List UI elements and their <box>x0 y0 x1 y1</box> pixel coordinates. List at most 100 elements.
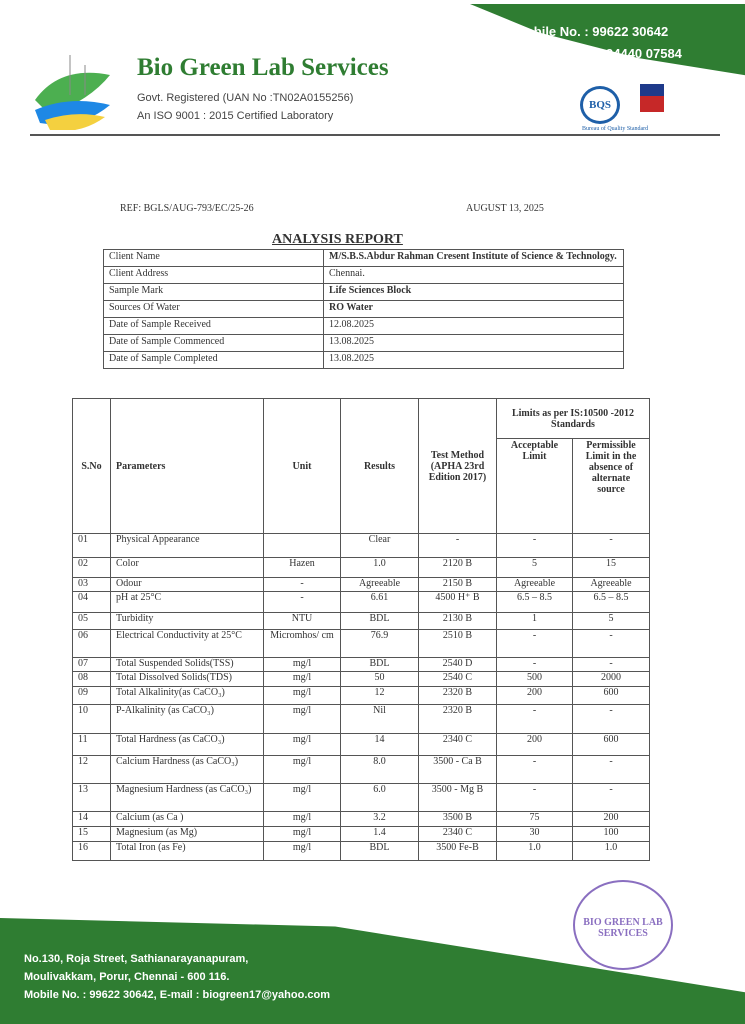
client-value: M/S.B.S.Abdur Rahman Cresent Institute o… <box>323 249 624 267</box>
asqs-logo <box>640 84 664 124</box>
col-param: Parameters <box>110 398 264 534</box>
cell: - <box>496 657 573 672</box>
registration: Govt. Registered (UAN No :TN02A0155256) <box>137 92 354 104</box>
cell: 2510 B <box>418 629 497 658</box>
col-unit: Unit <box>263 398 341 534</box>
cell: mg/l <box>263 657 341 672</box>
bqs-logo: BQS <box>580 86 620 124</box>
cell: 09 <box>72 686 111 705</box>
cell: Total Hardness (as CaCO₃) <box>110 733 264 756</box>
cell: 15 <box>72 826 111 842</box>
cell: - <box>496 629 573 658</box>
cell: - <box>496 783 573 812</box>
lab-stamp: BIO GREEN LAB SERVICES <box>573 880 673 970</box>
client-label: Date of Sample Received <box>103 317 324 335</box>
cell: BDL <box>340 612 419 630</box>
cell: 500 <box>496 671 573 687</box>
report-title: ANALYSIS REPORT <box>272 232 403 247</box>
cell: Total Iron (as Fe) <box>110 841 264 861</box>
col-sno: S.No <box>72 398 111 534</box>
client-label: Date of Sample Commenced <box>103 334 324 352</box>
cell: Agreeable <box>496 577 573 592</box>
cell: - <box>572 629 650 658</box>
cell: 3500 B <box>418 811 497 827</box>
cell: mg/l <box>263 783 341 812</box>
table-row: 07 Total Suspended Solids(TSS) mg/l BDL 2540… <box>72 657 650 672</box>
cell: 11 <box>72 733 111 756</box>
table-row: 10 P-Alkalinity (as CaCO₃) mg/l Nil 2320 B-- <box>72 704 650 734</box>
iso-cert: An ISO 9001 : 2015 Certified Laboratory <box>137 110 334 122</box>
table-row: 14 Calcium (as Ca ) mg/l 3.2 3500 B 75 200 <box>72 811 650 827</box>
footer-address: No.130, Roja Street, Sathianarayanapuram… <box>24 953 330 1001</box>
mobile-numbers: Mobile No. : 99622 30642 <box>515 24 669 39</box>
col-method: Test Method (APHA 23rd Edition 2017) <box>418 398 497 534</box>
cell: 1 <box>496 612 573 630</box>
cell: Magnesium (as Mg) <box>110 826 264 842</box>
client-label: Sample Mark <box>103 283 324 301</box>
cell: BDL <box>340 841 419 861</box>
cell: 200 <box>496 686 573 705</box>
cell: Nil <box>340 704 419 734</box>
cell: 6.5 – 8.5 <box>572 591 650 613</box>
cell: 12 <box>340 686 419 705</box>
cell: Total Dissolved Solids(TDS) <box>110 671 264 687</box>
table-row: 01 Physical Appearance Clear - - - <box>72 533 650 558</box>
cell: 2130 B <box>418 612 497 630</box>
cell <box>263 533 341 558</box>
client-value: Chennai. <box>323 266 624 284</box>
cell: Calcium (as Ca ) <box>110 811 264 827</box>
client-value: RO Water <box>323 300 624 318</box>
table-row: 08 Total Dissolved Solids(TDS) mg/l 50 2540 … <box>72 671 650 687</box>
table-row: 04 pH at 25°C -6.61 4500 H⁺ B 6.5 – 8.5 6.5 –… <box>72 591 650 613</box>
cell: 5 <box>572 612 650 630</box>
cert-caption: Bureau of Quality Standard <box>582 126 649 132</box>
cell: Physical Appearance <box>110 533 264 558</box>
cell: 08 <box>72 671 111 687</box>
table-row: 13 Magnesium Hardness (as CaCO₃) mg/l 6.0 35… <box>72 783 650 812</box>
col-limits: Limits as per IS:10500 -2012 Standards <box>496 398 650 439</box>
client-row: Client Name M/S.B.S.Abdur Rahman Cresent … <box>103 249 624 267</box>
cell: - <box>572 533 650 558</box>
cell: Hazen <box>263 557 341 578</box>
col-acceptable: Acceptable Limit <box>496 438 573 534</box>
cell: - <box>496 704 573 734</box>
cell: 16 <box>72 841 111 861</box>
cell: 8.0 <box>340 755 419 784</box>
cell: Odour <box>110 577 264 592</box>
cell: Clear <box>340 533 419 558</box>
cell: 1.0 <box>496 841 573 861</box>
cell: 3500 - Ca B <box>418 755 497 784</box>
client-value: 12.08.2025 <box>323 317 624 335</box>
cell: Electrical Conductivity at 25°C <box>110 629 264 658</box>
client-value: 13.08.2025 <box>323 351 624 369</box>
client-value: Life Sciences Block <box>323 283 624 301</box>
cell: 07 <box>72 657 111 672</box>
col-results: Results <box>340 398 419 534</box>
cell: - <box>572 704 650 734</box>
cell: 50 <box>340 671 419 687</box>
cell: mg/l <box>263 704 341 734</box>
client-row: Sources Of Water RO Water <box>103 300 624 318</box>
cell: - <box>572 657 650 672</box>
cell: 600 <box>572 733 650 756</box>
reference: REF: BGLS/AUG-793/EC/25-26 <box>120 203 254 214</box>
table-row: 15 Magnesium (as Mg) mg/l 1.4 2340 C 30 100 <box>72 826 650 842</box>
cell: 3500 - Mg B <box>418 783 497 812</box>
cell: mg/l <box>263 686 341 705</box>
cell: 4500 H⁺ B <box>418 591 497 613</box>
client-value: 13.08.2025 <box>323 334 624 352</box>
cell: 76.9 <box>340 629 419 658</box>
mobile-2: 94440 07584 <box>606 46 682 61</box>
client-label: Sources Of Water <box>103 300 324 318</box>
cell: Total Suspended Solids(TSS) <box>110 657 264 672</box>
report-date: AUGUST 13, 2025 <box>466 203 544 214</box>
table-row: 09 Total Alkalinity(as CaCO₃) mg/l 12 2320 B… <box>72 686 650 705</box>
col-permissible: Permissible Limit in the absence of alte… <box>572 438 650 534</box>
company-name: Bio Green Lab Services <box>137 54 389 81</box>
client-row: Sample Mark Life Sciences Block <box>103 283 624 301</box>
cell: 15 <box>572 557 650 578</box>
cell: Total Alkalinity(as CaCO₃) <box>110 686 264 705</box>
company-logo-icon <box>35 55 110 130</box>
header-divider <box>30 134 720 136</box>
